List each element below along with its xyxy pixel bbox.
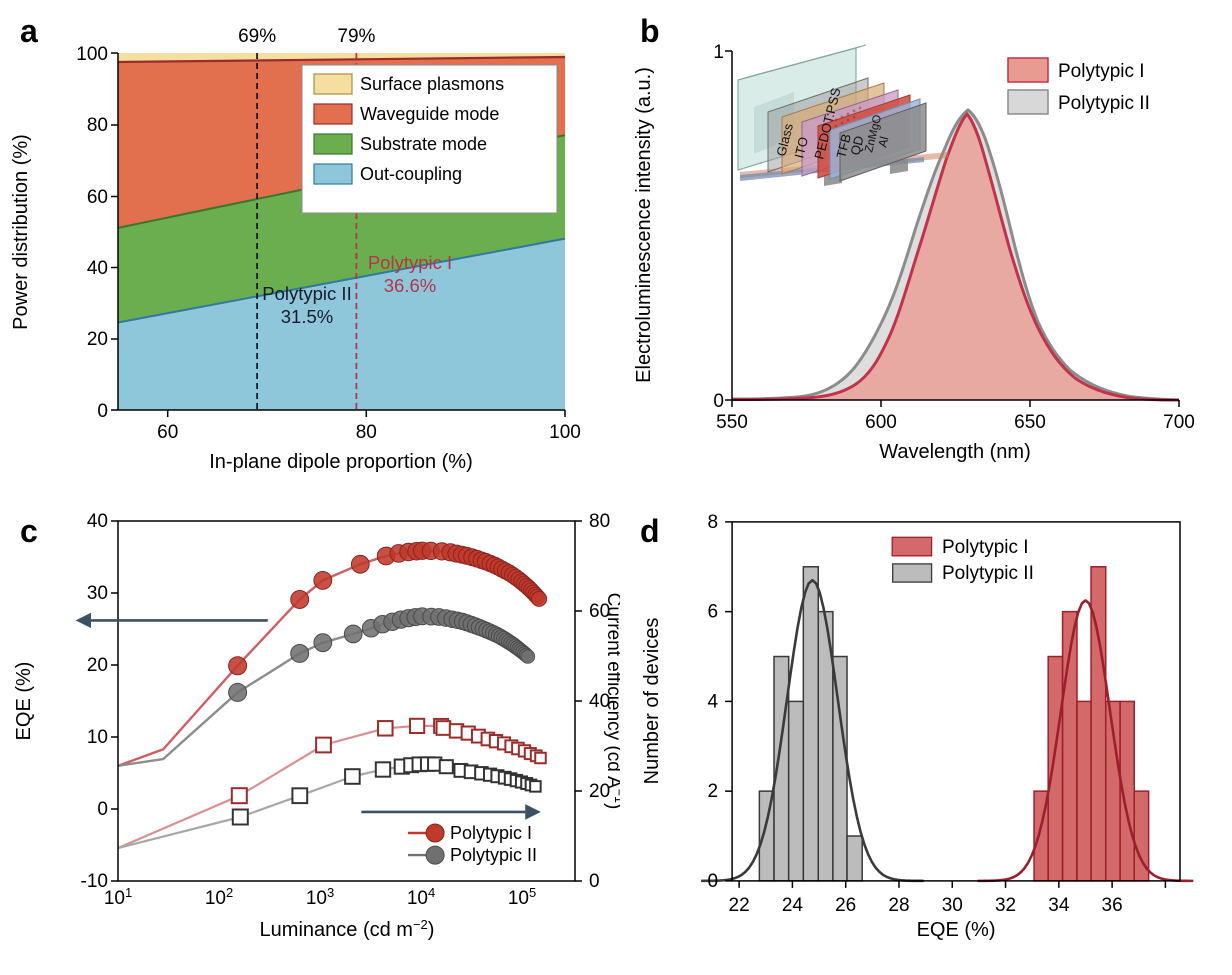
- svg-text:a: a: [20, 13, 38, 49]
- svg-text:20: 20: [87, 329, 108, 350]
- svg-text:30: 30: [942, 895, 963, 916]
- svg-text:60: 60: [87, 187, 108, 208]
- svg-text:b: b: [640, 13, 660, 49]
- svg-text:Polytypic II: Polytypic II: [942, 563, 1034, 584]
- svg-text:Polytypic II: Polytypic II: [1058, 93, 1150, 114]
- svg-text:22: 22: [729, 895, 750, 916]
- svg-text:Substrate mode: Substrate mode: [360, 134, 487, 154]
- svg-text:In-plane dipole proportion (%): In-plane dipole proportion (%): [209, 451, 473, 473]
- svg-text:Polytypic I: Polytypic I: [1058, 61, 1145, 82]
- svg-text:Polytypic I: Polytypic I: [450, 823, 532, 843]
- svg-text:Electroluminescence intensity: Electroluminescence intensity (a.u.): [633, 67, 655, 383]
- svg-text:104: 104: [407, 885, 435, 910]
- svg-text:0: 0: [589, 871, 600, 892]
- svg-text:Current efficiency (cd A−1): Current efficiency (cd A−1): [603, 593, 620, 810]
- svg-text:102: 102: [205, 885, 233, 910]
- svg-text:6: 6: [708, 602, 719, 623]
- svg-text:101: 101: [104, 885, 132, 910]
- svg-text:100: 100: [549, 422, 581, 443]
- svg-text:36.6%: 36.6%: [384, 275, 436, 296]
- svg-text:26: 26: [835, 895, 856, 916]
- svg-text:550: 550: [716, 412, 748, 433]
- svg-text:79%: 79%: [337, 26, 375, 47]
- svg-text:EQE (%): EQE (%): [917, 919, 996, 941]
- svg-text:100: 100: [76, 44, 108, 65]
- svg-text:32: 32: [995, 895, 1016, 916]
- svg-text:40: 40: [87, 511, 108, 532]
- svg-text:650: 650: [1014, 412, 1046, 433]
- svg-text:Wavelength (nm): Wavelength (nm): [879, 441, 1031, 463]
- svg-text:24: 24: [782, 895, 804, 916]
- svg-text:20: 20: [87, 655, 108, 676]
- svg-text:60: 60: [157, 422, 178, 443]
- svg-text:EQE (%): EQE (%): [13, 662, 35, 741]
- svg-text:69%: 69%: [238, 26, 276, 47]
- svg-text:Surface plasmons: Surface plasmons: [360, 74, 504, 94]
- svg-text:Number of devices: Number of devices: [641, 618, 663, 785]
- svg-text:Polytypic II: Polytypic II: [450, 845, 537, 865]
- svg-text:31.5%: 31.5%: [281, 306, 333, 327]
- svg-text:103: 103: [306, 885, 334, 910]
- svg-text:28: 28: [888, 895, 909, 916]
- svg-text:0: 0: [97, 401, 108, 422]
- svg-text:34: 34: [1048, 895, 1070, 916]
- svg-text:0: 0: [708, 871, 719, 892]
- svg-text:80: 80: [356, 422, 377, 443]
- svg-text:40: 40: [87, 258, 108, 279]
- svg-text:2: 2: [708, 781, 719, 802]
- svg-text:700: 700: [1163, 412, 1195, 433]
- svg-text:30: 30: [87, 583, 108, 604]
- svg-text:Waveguide mode: Waveguide mode: [360, 104, 499, 124]
- svg-text:36: 36: [1102, 895, 1123, 916]
- svg-text:10: 10: [87, 727, 108, 748]
- svg-text:105: 105: [508, 885, 536, 910]
- svg-text:Out-coupling: Out-coupling: [360, 164, 462, 184]
- svg-text:c: c: [20, 513, 38, 549]
- svg-text:Polytypic I: Polytypic I: [368, 252, 452, 273]
- svg-text:Power distribution (%): Power distribution (%): [10, 134, 32, 330]
- svg-text:0: 0: [97, 799, 108, 820]
- svg-text:4: 4: [708, 691, 719, 712]
- svg-text:1: 1: [713, 42, 724, 63]
- svg-text:d: d: [640, 513, 660, 549]
- svg-text:8: 8: [708, 512, 719, 533]
- svg-text:80: 80: [87, 115, 108, 136]
- svg-text:600: 600: [865, 412, 897, 433]
- svg-text:Luminance (cd m−2): Luminance (cd m−2): [260, 917, 435, 942]
- svg-text:80: 80: [589, 511, 610, 532]
- svg-text:Polytypic II: Polytypic II: [262, 283, 351, 304]
- svg-text:0: 0: [713, 391, 724, 412]
- svg-text:Polytypic I: Polytypic I: [942, 537, 1029, 558]
